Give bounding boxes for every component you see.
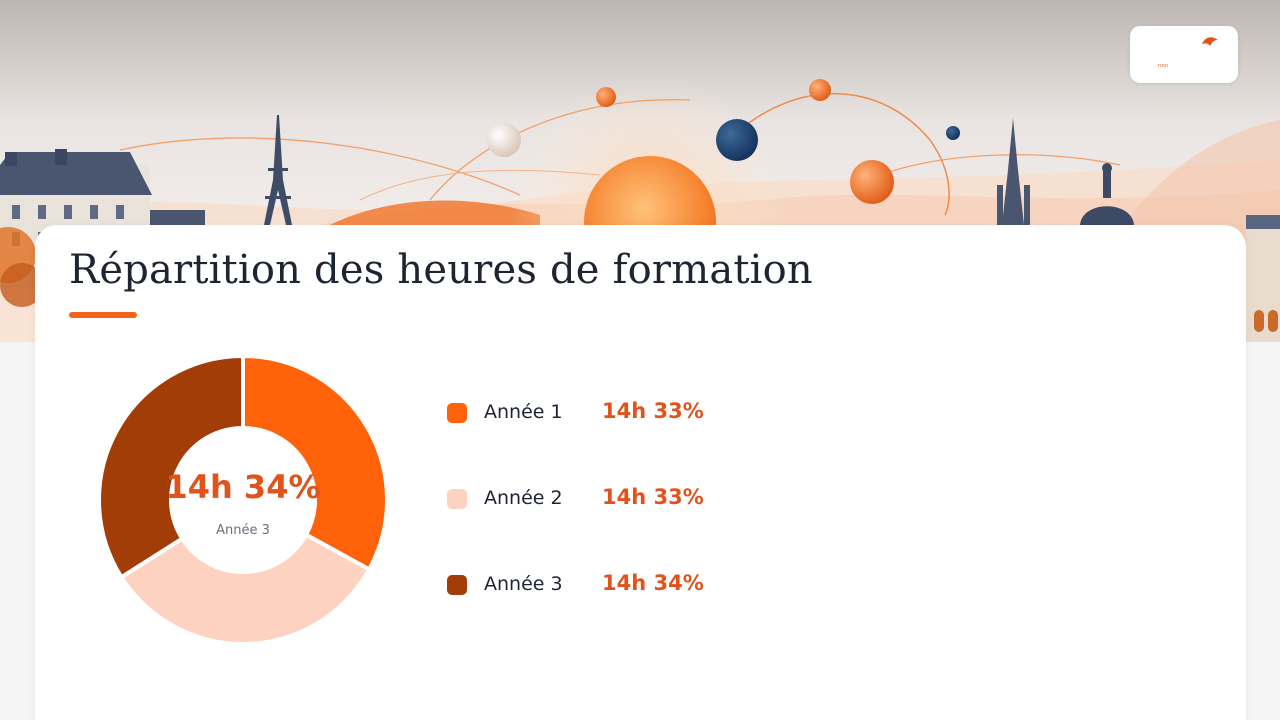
content-card: Répartition des heures de formation 14h … <box>35 225 1246 720</box>
legend-label: Année 3 <box>484 573 563 595</box>
legend-item-annee-1: Année 1 14h 33% <box>447 395 847 481</box>
chart-legend: Année 1 14h 33% Année 2 14h 33% Année 3 … <box>447 395 847 653</box>
legend-value: 14h 33% <box>602 485 704 509</box>
donut-slice-1 <box>241 353 389 573</box>
legend-swatch <box>447 575 467 595</box>
legend-swatch <box>447 489 467 509</box>
donut-center-value: 14h 34% <box>165 468 321 506</box>
legend-value: 14h 33% <box>602 399 704 423</box>
donut-center-label: Année 3 <box>216 523 270 538</box>
donut-chart: 14h 34% Année 3 <box>93 350 393 650</box>
legend-swatch <box>447 403 467 423</box>
donut-chart-svg <box>97 353 389 646</box>
legend-item-annee-3: Année 3 14h 34% <box>447 567 847 653</box>
logo[interactable]: nnn <box>1130 26 1238 83</box>
donut-slice-3 <box>97 353 245 580</box>
legend-label: Année 1 <box>484 401 563 423</box>
title-underline <box>69 312 137 318</box>
logo-mark-icon <box>1202 37 1218 46</box>
legend-item-annee-2: Année 2 14h 33% <box>447 481 847 567</box>
page-title: Répartition des heures de formation <box>69 247 813 293</box>
logo-text: nnn <box>1158 63 1169 69</box>
legend-label: Année 2 <box>484 487 563 509</box>
donut-slice-2 <box>118 531 372 646</box>
legend-value: 14h 34% <box>602 571 704 595</box>
